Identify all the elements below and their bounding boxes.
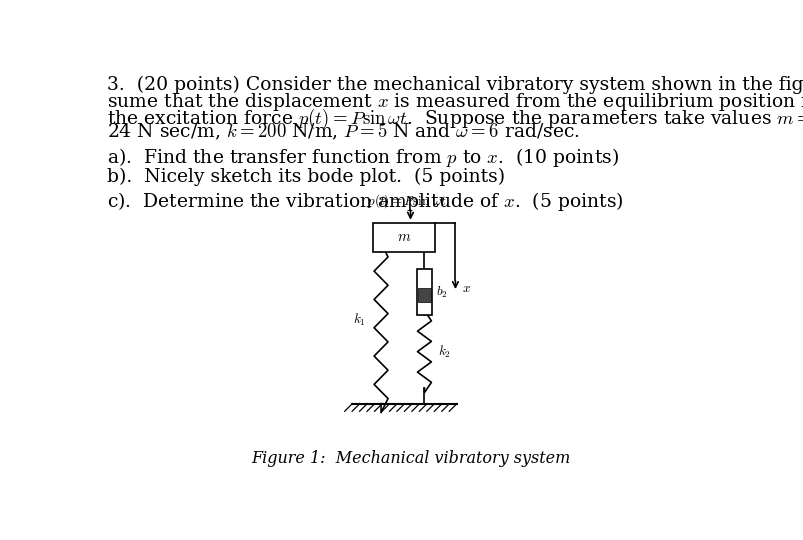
Text: 24 N sec/m, $k = 200$ N/m, $P = 5$ N and $\omega = 6$ rad/sec.: 24 N sec/m, $k = 200$ N/m, $P = 5$ N and…	[107, 122, 579, 142]
Text: b).  Nicely sketch its bode plot.  (5 points): b). Nicely sketch its bode plot. (5 poin…	[107, 168, 504, 186]
Text: $b_2$: $b_2$	[435, 285, 447, 300]
Bar	[416, 269, 432, 315]
Bar	[418, 288, 430, 302]
Text: a).  Find the transfer function from $p$ to $x$.  (10 points): a). Find the transfer function from $p$ …	[107, 146, 618, 170]
Text: $k_1$: $k_1$	[353, 312, 365, 328]
Text: sume that the displacement $x$ is measured from the equilibrium position in the : sume that the displacement $x$ is measur…	[107, 91, 803, 113]
Text: the excitation force $p(t) = P\sin\omega t$.  Suppose the parameters take values: the excitation force $p(t) = P\sin\omega…	[107, 106, 803, 131]
Text: c).  Determine the vibration amplitude of $x$.  (5 points): c). Determine the vibration amplitude of…	[107, 190, 622, 213]
Text: 3.  (20 points) Consider the mechanical vibratory system shown in the figure bel: 3. (20 points) Consider the mechanical v…	[107, 76, 803, 94]
Text: $x$: $x$	[461, 281, 470, 295]
Text: $p(t) = P\sin\,\omega t$: $p(t) = P\sin\,\omega t$	[366, 192, 446, 210]
Text: Figure 1:  Mechanical vibratory system: Figure 1: Mechanical vibratory system	[251, 450, 569, 467]
Bar	[373, 222, 434, 252]
Text: $m$: $m$	[397, 230, 411, 244]
Text: $k_2$: $k_2$	[438, 343, 450, 360]
